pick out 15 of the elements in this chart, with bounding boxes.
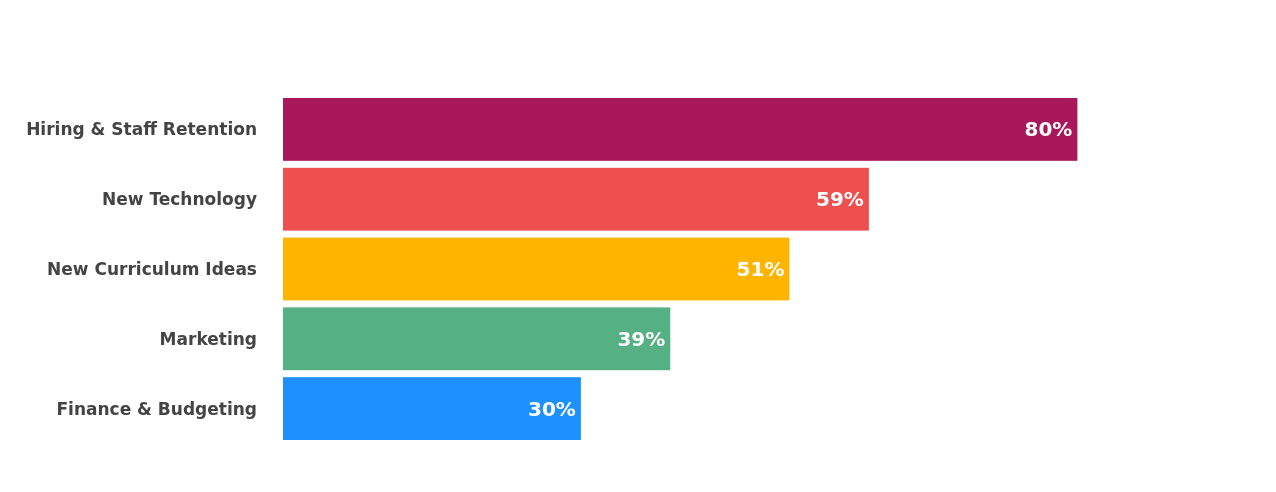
data-label: 80% (1024, 117, 1073, 142)
data-label: 30% (528, 396, 576, 421)
bar (283, 237, 790, 301)
bar (283, 307, 671, 371)
data-label: 51% (736, 257, 785, 281)
bar (283, 377, 581, 440)
y-tick-label: Finance & Budgeting (56, 398, 257, 419)
y-tick-label: New Technology (102, 189, 257, 210)
bar (283, 98, 1078, 161)
bar (283, 167, 869, 231)
data-label: 39% (617, 326, 666, 351)
data-label: 59% (815, 187, 864, 212)
y-tick-label: Marketing (159, 328, 257, 349)
y-tick-label: Hiring & Staff Retention (26, 119, 257, 140)
y-tick-label: New Curriculum Ideas (47, 258, 257, 279)
